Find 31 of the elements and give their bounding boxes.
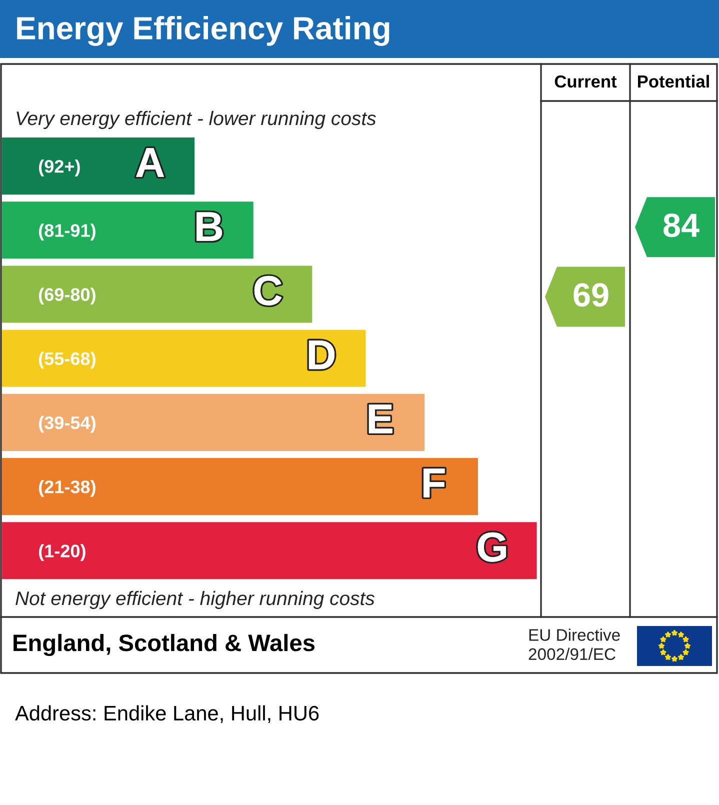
text: EU Directive 2002/91/EC [528, 628, 620, 660]
bar [2, 266, 312, 323]
annotation: B [196, 212, 222, 241]
chart-title: Energy Efficiency Rating [17, 16, 390, 46]
text: Potential [638, 74, 709, 88]
y-tick-label: (1-20) [39, 544, 86, 561]
annotation: E [368, 404, 392, 434]
text: England, Scotland & Wales [14, 634, 315, 656]
annotation: C [254, 276, 282, 306]
annotation: D [308, 340, 335, 370]
y-tick-label: (69-80) [39, 288, 96, 305]
y-tick-label: (39-54) [39, 416, 96, 433]
text: Very energy efficient - lower running costs [16, 110, 376, 130]
y-tick-label: (55-68) [39, 352, 96, 369]
y-tick-label: (21-38) [39, 480, 96, 497]
text: Address: Endike Lane, Hull, HU6 [15, 705, 319, 724]
y-tick-label: (92+) [39, 160, 80, 176]
annotation: F [424, 468, 445, 498]
annotation: G [478, 532, 506, 562]
text: 84 [664, 214, 700, 238]
text: 69 [574, 283, 608, 307]
text: Current [554, 75, 617, 88]
bar [2, 458, 478, 516]
bar [2, 394, 424, 451]
bar [2, 522, 537, 580]
annotation: Not energy efficient - higher running costs [16, 590, 375, 610]
bar [2, 138, 195, 195]
bar [2, 202, 254, 259]
y-tick-label: (81-91) [39, 224, 96, 240]
bar [2, 330, 366, 387]
annotation: A [136, 148, 164, 177]
